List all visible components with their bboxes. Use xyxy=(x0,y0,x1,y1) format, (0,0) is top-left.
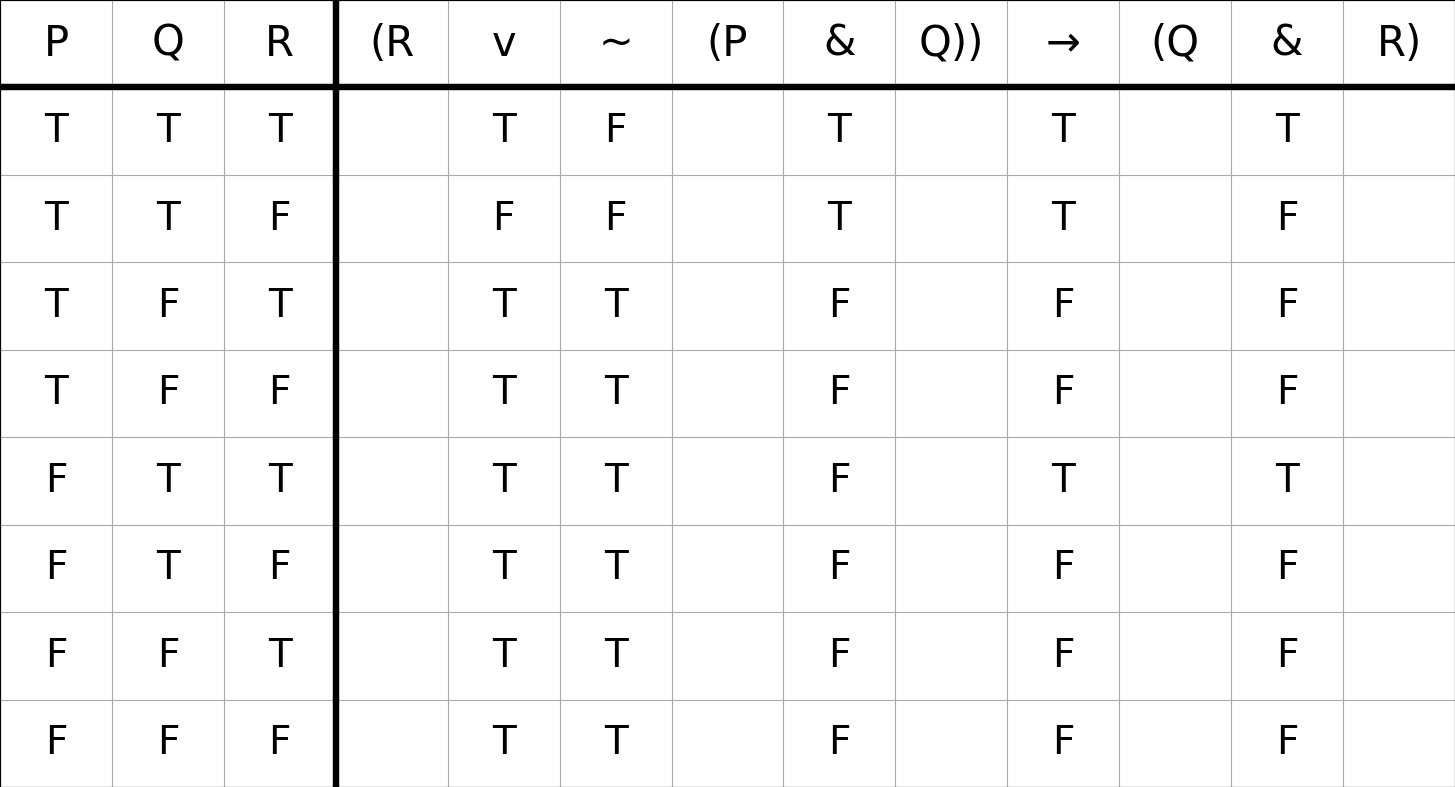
Text: T: T xyxy=(268,113,291,150)
Text: F: F xyxy=(1276,549,1298,587)
Text: F: F xyxy=(269,375,291,412)
Text: T: T xyxy=(492,724,515,763)
Text: R): R) xyxy=(1376,23,1422,65)
Text: Q: Q xyxy=(151,23,185,65)
Text: T: T xyxy=(156,200,180,238)
Text: T: T xyxy=(44,200,68,238)
Text: T: T xyxy=(268,637,291,674)
Text: T: T xyxy=(44,113,68,150)
Text: T: T xyxy=(492,287,515,325)
Text: F: F xyxy=(828,549,851,587)
Text: F: F xyxy=(157,637,179,674)
Text: F: F xyxy=(45,549,67,587)
Text: T: T xyxy=(1052,113,1075,150)
Text: T: T xyxy=(156,113,180,150)
Text: T: T xyxy=(828,113,851,150)
Text: &: & xyxy=(1270,23,1304,65)
Text: (P: (P xyxy=(707,23,748,65)
Text: T: T xyxy=(492,637,515,674)
Text: F: F xyxy=(828,724,851,763)
Text: P: P xyxy=(44,23,68,65)
Text: (R: (R xyxy=(370,23,415,65)
Text: T: T xyxy=(604,724,627,763)
Text: Q)): Q)) xyxy=(918,23,984,65)
Text: F: F xyxy=(1052,549,1075,587)
Text: T: T xyxy=(604,462,627,500)
Text: F: F xyxy=(828,375,851,412)
Text: →: → xyxy=(1046,23,1081,65)
Text: F: F xyxy=(269,549,291,587)
Text: T: T xyxy=(604,637,627,674)
Text: T: T xyxy=(492,549,515,587)
Text: F: F xyxy=(157,375,179,412)
Text: R: R xyxy=(265,23,294,65)
Text: T: T xyxy=(1052,200,1075,238)
Text: F: F xyxy=(269,200,291,238)
Text: F: F xyxy=(604,200,627,238)
Text: T: T xyxy=(828,200,851,238)
Text: T: T xyxy=(492,375,515,412)
Text: T: T xyxy=(44,287,68,325)
Text: F: F xyxy=(269,724,291,763)
Text: F: F xyxy=(1276,200,1298,238)
Text: T: T xyxy=(156,462,180,500)
Text: T: T xyxy=(492,462,515,500)
Text: T: T xyxy=(268,287,291,325)
Text: F: F xyxy=(45,724,67,763)
Text: F: F xyxy=(1276,637,1298,674)
Text: T: T xyxy=(492,113,515,150)
Text: F: F xyxy=(45,462,67,500)
Text: T: T xyxy=(1275,462,1299,500)
Text: F: F xyxy=(45,637,67,674)
Text: T: T xyxy=(44,375,68,412)
Text: F: F xyxy=(492,200,515,238)
Text: &: & xyxy=(824,23,856,65)
Text: F: F xyxy=(828,287,851,325)
Text: ~: ~ xyxy=(598,23,633,65)
Text: T: T xyxy=(604,287,627,325)
Text: F: F xyxy=(157,287,179,325)
Text: F: F xyxy=(1052,724,1075,763)
Text: F: F xyxy=(1276,724,1298,763)
Text: F: F xyxy=(1276,375,1298,412)
Text: F: F xyxy=(1052,375,1075,412)
Text: T: T xyxy=(604,549,627,587)
Text: F: F xyxy=(1276,287,1298,325)
Text: F: F xyxy=(157,724,179,763)
Text: T: T xyxy=(268,462,291,500)
Text: F: F xyxy=(1052,637,1075,674)
Text: F: F xyxy=(604,113,627,150)
Text: T: T xyxy=(1275,113,1299,150)
Text: (Q: (Q xyxy=(1151,23,1200,65)
Text: v: v xyxy=(492,23,517,65)
Text: F: F xyxy=(828,637,851,674)
Text: T: T xyxy=(156,549,180,587)
Text: T: T xyxy=(1052,462,1075,500)
Text: F: F xyxy=(1052,287,1075,325)
Text: F: F xyxy=(828,462,851,500)
Text: T: T xyxy=(604,375,627,412)
